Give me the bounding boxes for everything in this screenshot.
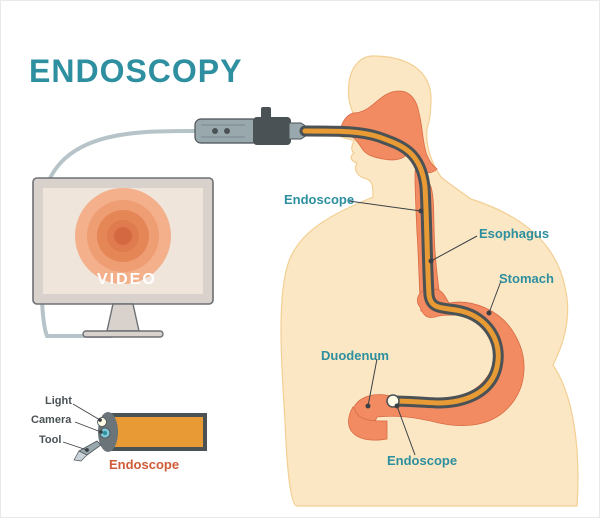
label-esophagus: Esophagus bbox=[479, 226, 549, 241]
tip-label-camera: Camera bbox=[31, 414, 71, 426]
diagram-canvas: ENDOSCOPY VIDEO Endoscope Esophagus Stom… bbox=[0, 0, 600, 518]
endoscope-handle bbox=[195, 107, 307, 145]
diagram-title: ENDOSCOPY bbox=[29, 53, 242, 90]
endoscope-tip-detail bbox=[63, 404, 207, 461]
label-stomach: Stomach bbox=[499, 271, 554, 286]
monitor bbox=[33, 178, 213, 337]
tip-label-light: Light bbox=[45, 395, 72, 407]
label-endoscope-lower: Endoscope bbox=[387, 453, 457, 468]
video-caption: VIDEO bbox=[97, 271, 157, 289]
tip-label-tool: Tool bbox=[39, 434, 61, 446]
tip-title: Endoscope bbox=[109, 457, 179, 472]
label-duodenum: Duodenum bbox=[321, 348, 389, 363]
label-endoscope-upper: Endoscope bbox=[284, 192, 354, 207]
